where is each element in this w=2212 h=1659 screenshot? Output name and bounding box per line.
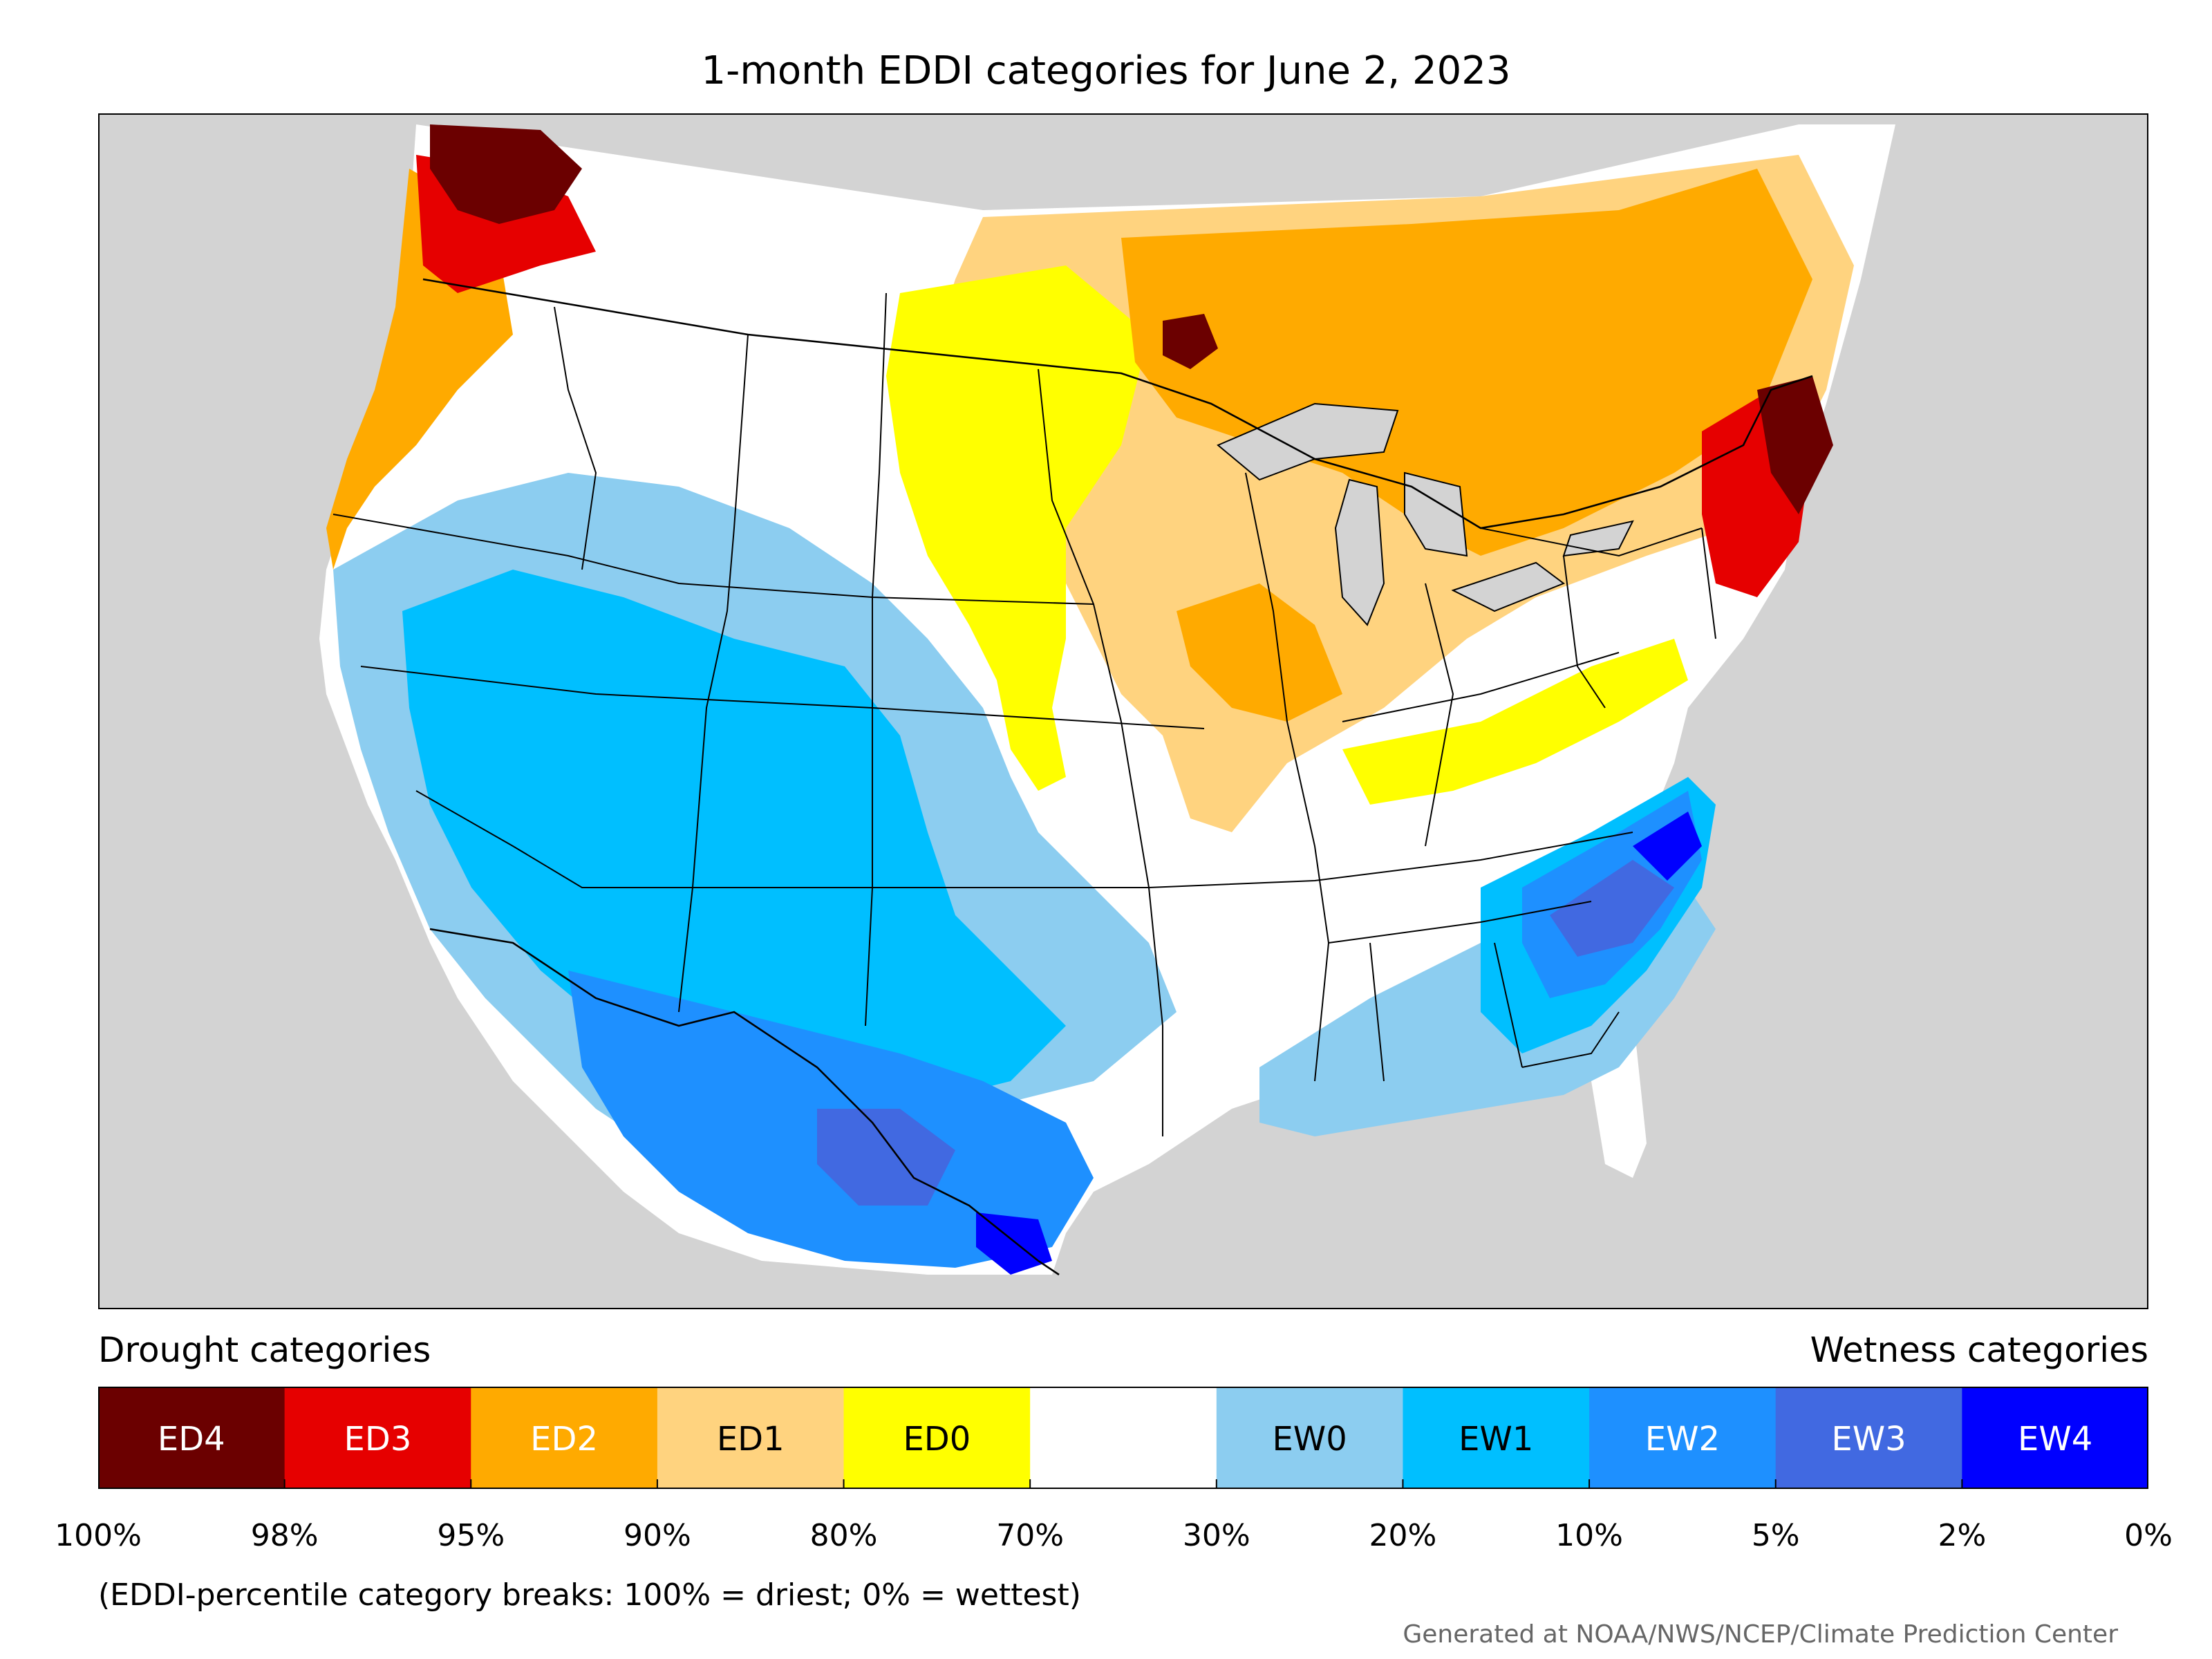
category-colorbar: ED4 ED3 ED2 ED1 ED0 EW0 EW1 EW2 EW3 EW4 [98,1387,2148,1489]
colorbar-label-ew4: EW4 [2018,1420,2092,1459]
generation-credit: Generated at NOAA/NWS/NCEP/Climate Predi… [1403,1620,2118,1649]
colorbar-label-ed0: ED0 [903,1420,971,1459]
colorbar-tick-label: 100% [55,1518,142,1553]
great-lakes [1217,402,1634,626]
ew3-region-carolinas [1550,860,1674,957]
colorbar-label-ew2: EW2 [1645,1420,1720,1459]
colorbar-tick-label: 0% [2124,1518,2173,1553]
eddi-map [98,113,2148,1309]
colorbar-tick-label: 95% [437,1518,505,1553]
colorbar-label-ed4: ED4 [158,1420,225,1459]
colorbar-swatch-ed0 [843,1387,1031,1489]
colorbar-tick-label: 80% [809,1518,878,1553]
ew4-region-carolinas [1633,812,1702,881]
us-mexico-border [429,928,1060,1276]
colorbar-tick-label: 2% [1938,1518,1987,1553]
category-breaks-footnote: (EDDI-percentile category breaks: 100% =… [98,1577,1081,1613]
colorbar-frame [98,1387,2148,1489]
colorbar-swatch-ew3 [1775,1387,1962,1489]
ed2-region-canada [1121,169,1812,556]
ed0-region-ohio [1342,639,1688,805]
ew1-region-southwest [402,570,1066,1109]
colorbar-label-ew3: EW3 [1831,1420,1906,1459]
colorbar-label-ew0: EW0 [1272,1420,1347,1459]
ed4-region-pacific-nw [430,124,582,224]
colorbar-tick-label: 90% [624,1518,691,1553]
colorbar-label-ed3: ED3 [344,1420,412,1459]
ed0-region-plains [886,265,1149,791]
colorbar-swatch-ew0 [1216,1387,1403,1489]
colorbar-tick-label: 20% [1369,1518,1437,1553]
colorbar-swatch-neutral [1030,1387,1217,1489]
colorbar-label-ed2: ED2 [530,1420,598,1459]
ed4-region-canada [1163,314,1218,369]
colorbar-label-ed1: ED1 [717,1420,785,1459]
colorbar-tick-label: 98% [250,1518,319,1553]
us-canada-border [422,278,1813,529]
colorbar-tick-label: 10% [1555,1518,1623,1553]
colorbar-swatch-ed2 [471,1387,658,1489]
colorbar-tick-label: 5% [1751,1518,1800,1553]
colorbar-tick-label: 30% [1182,1518,1250,1553]
drought-categories-title: Drought categories [98,1330,431,1370]
colorbar-swatch-ed1 [657,1387,845,1489]
colorbar-swatch-ew2 [1589,1387,1777,1489]
ed4-region-northeast [1757,376,1833,514]
map-title: 1-month EDDI categories for June 2, 2023 [701,48,1511,93]
colorbar-tick-label: 70% [996,1518,1065,1553]
colorbar-swatch-ed4 [98,1387,285,1489]
colorbar-swatch-ew1 [1403,1387,1590,1489]
wetness-categories-title: Wetness categories [1810,1330,2148,1370]
colorbar-swatch-ew4 [1962,1387,2148,1489]
colorbar-swatch-ed3 [284,1387,471,1489]
ew4-region-texas [976,1212,1052,1275]
colorbar-label-ew1: EW1 [1459,1420,1533,1459]
state-borders [332,292,1716,1136]
ed2-region-midwest [1177,583,1342,722]
